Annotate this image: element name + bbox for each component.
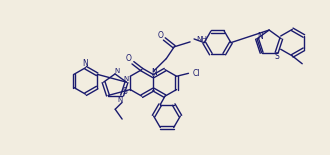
Text: N: N: [83, 59, 88, 68]
Text: O: O: [157, 31, 163, 40]
Text: N: N: [115, 68, 120, 74]
Text: N: N: [257, 32, 263, 41]
Text: S: S: [122, 87, 127, 96]
Text: N: N: [151, 68, 157, 77]
Text: S: S: [274, 52, 279, 61]
Text: Cl: Cl: [192, 69, 200, 78]
Text: N: N: [117, 97, 123, 103]
Text: O: O: [126, 54, 132, 63]
Text: NH: NH: [196, 36, 207, 42]
Text: N: N: [123, 76, 128, 82]
